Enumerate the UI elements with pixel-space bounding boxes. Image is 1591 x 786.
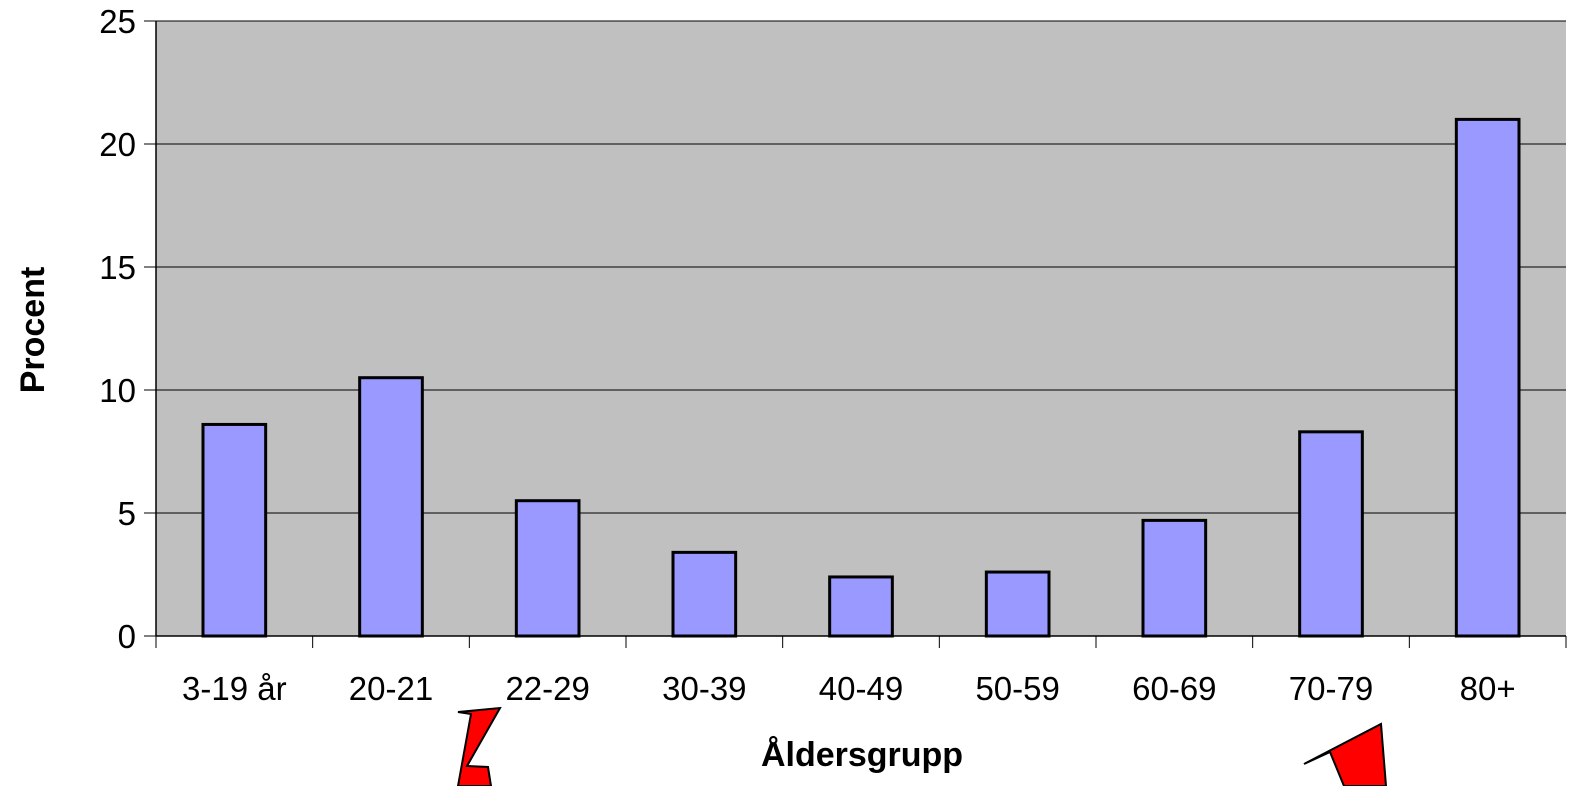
bar	[1298, 430, 1364, 638]
y-tick-label: 25	[99, 3, 136, 40]
bar	[201, 422, 268, 638]
x-tick-label: 60-69	[1132, 670, 1216, 707]
y-tick-label: 0	[118, 618, 136, 655]
x-tick-label: 30-39	[662, 670, 746, 707]
annotation-arrows	[456, 706, 1388, 786]
bars	[201, 117, 1521, 638]
x-axis-title: Åldersgrupp	[761, 736, 963, 774]
x-tick-label: 22-29	[505, 670, 589, 707]
bar	[984, 570, 1051, 638]
x-tick-labels: 3-19 år 20-21 22-29 30-39 40-49 50-59 60-69 70-…	[182, 670, 1516, 707]
x-tick-label: 20-21	[349, 670, 433, 707]
y-tick-labels: 0 5 10 15 20 25	[99, 3, 136, 655]
y-tick-label: 20	[99, 126, 136, 163]
axes	[144, 20, 1567, 648]
bar	[1454, 117, 1521, 638]
bar	[514, 499, 581, 638]
bar	[358, 376, 424, 638]
x-tick-label: 40-49	[819, 670, 903, 707]
x-tick-label: 3-19 år	[182, 670, 287, 707]
bar	[828, 575, 894, 638]
x-tick-label: 70-79	[1289, 670, 1373, 707]
y-axis-title: Procent	[14, 267, 52, 394]
x-tick-label: 80+	[1460, 670, 1516, 707]
red-arrow-icon	[1303, 722, 1388, 786]
y-tick-label: 10	[99, 372, 136, 409]
x-tick-label: 50-59	[975, 670, 1059, 707]
bar	[1141, 518, 1208, 638]
y-tick-label: 15	[99, 249, 136, 286]
y-tick-label: 5	[118, 495, 136, 532]
red-arrow-icon	[456, 706, 502, 786]
bar	[671, 550, 738, 638]
